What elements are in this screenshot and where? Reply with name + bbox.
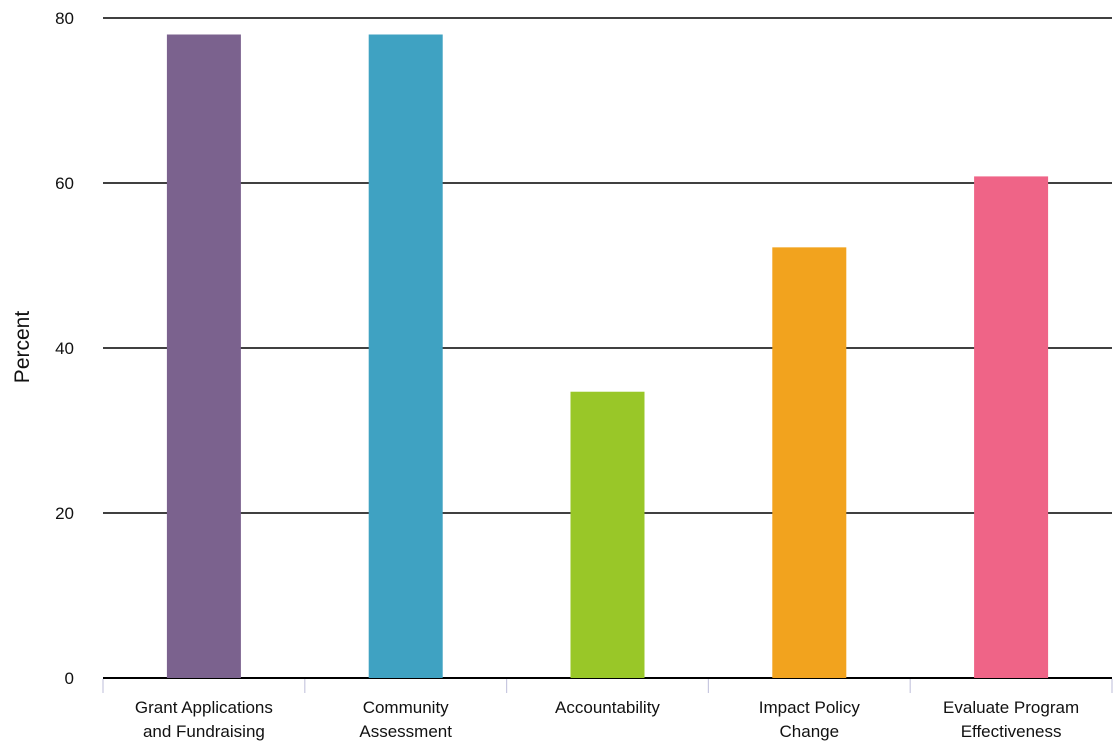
x-tick-label-0: Grant Applications and Fundraising xyxy=(135,698,273,741)
y-axis-title: Percent xyxy=(11,311,34,384)
y-tick-label-20: 20 xyxy=(55,504,74,523)
bar-0 xyxy=(166,34,241,678)
x-tick-label-1: Community Assessment xyxy=(359,698,452,741)
y-tick-label-80: 80 xyxy=(55,9,74,28)
x-tick-label-3: Impact Policy Change xyxy=(759,698,861,741)
x-axis: Grant Applications and Fundraising Communi… xyxy=(102,679,1113,741)
y-tick-label-0: 0 xyxy=(65,669,74,688)
x-tick-label-2: Accountability xyxy=(555,698,660,717)
bars xyxy=(166,34,1049,678)
y-tick-label-60: 60 xyxy=(55,174,74,193)
bar-2 xyxy=(570,391,645,678)
x-tick-label-4: Evaluate Program Effectiveness xyxy=(943,698,1079,741)
bar-1 xyxy=(368,34,443,678)
y-axis-ticks: 0 20 40 60 80 xyxy=(55,9,74,688)
bar-4 xyxy=(974,176,1049,678)
y-tick-label-40: 40 xyxy=(55,339,74,358)
bar-3 xyxy=(772,247,847,678)
